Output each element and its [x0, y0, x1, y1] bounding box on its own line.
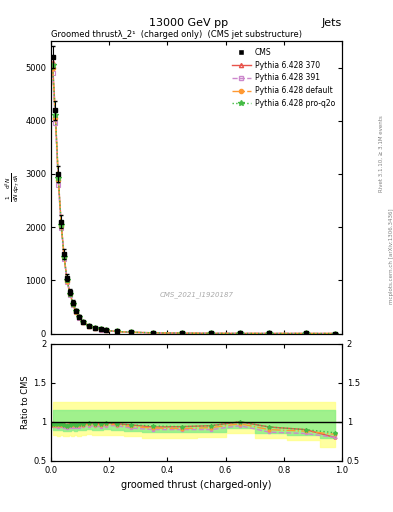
Text: mcplots.cern.ch [arXiv:1306.3436]: mcplots.cern.ch [arXiv:1306.3436]	[389, 208, 393, 304]
Text: 13000 GeV pp: 13000 GeV pp	[149, 18, 228, 28]
Y-axis label: Ratio to CMS: Ratio to CMS	[21, 375, 30, 429]
Text: Jets: Jets	[321, 18, 342, 28]
X-axis label: groomed thrust (charged-only): groomed thrust (charged-only)	[121, 480, 272, 490]
Text: CMS_2021_I1920187: CMS_2021_I1920187	[160, 292, 233, 298]
Y-axis label: $\frac{1}{\mathrm{d}N}\frac{\mathrm{d}^2N}{\mathrm{d}p_T\,\mathrm{d}\lambda}$: $\frac{1}{\mathrm{d}N}\frac{\mathrm{d}^2…	[4, 173, 22, 202]
Text: Groomed thrustλ_2¹  (charged only)  (CMS jet substructure): Groomed thrustλ_2¹ (charged only) (CMS j…	[51, 30, 302, 39]
Text: Rivet 3.1.10, ≥ 3.1M events: Rivet 3.1.10, ≥ 3.1M events	[379, 115, 384, 192]
Legend: CMS, Pythia 6.428 370, Pythia 6.428 391, Pythia 6.428 default, Pythia 6.428 pro-: CMS, Pythia 6.428 370, Pythia 6.428 391,…	[229, 45, 338, 111]
